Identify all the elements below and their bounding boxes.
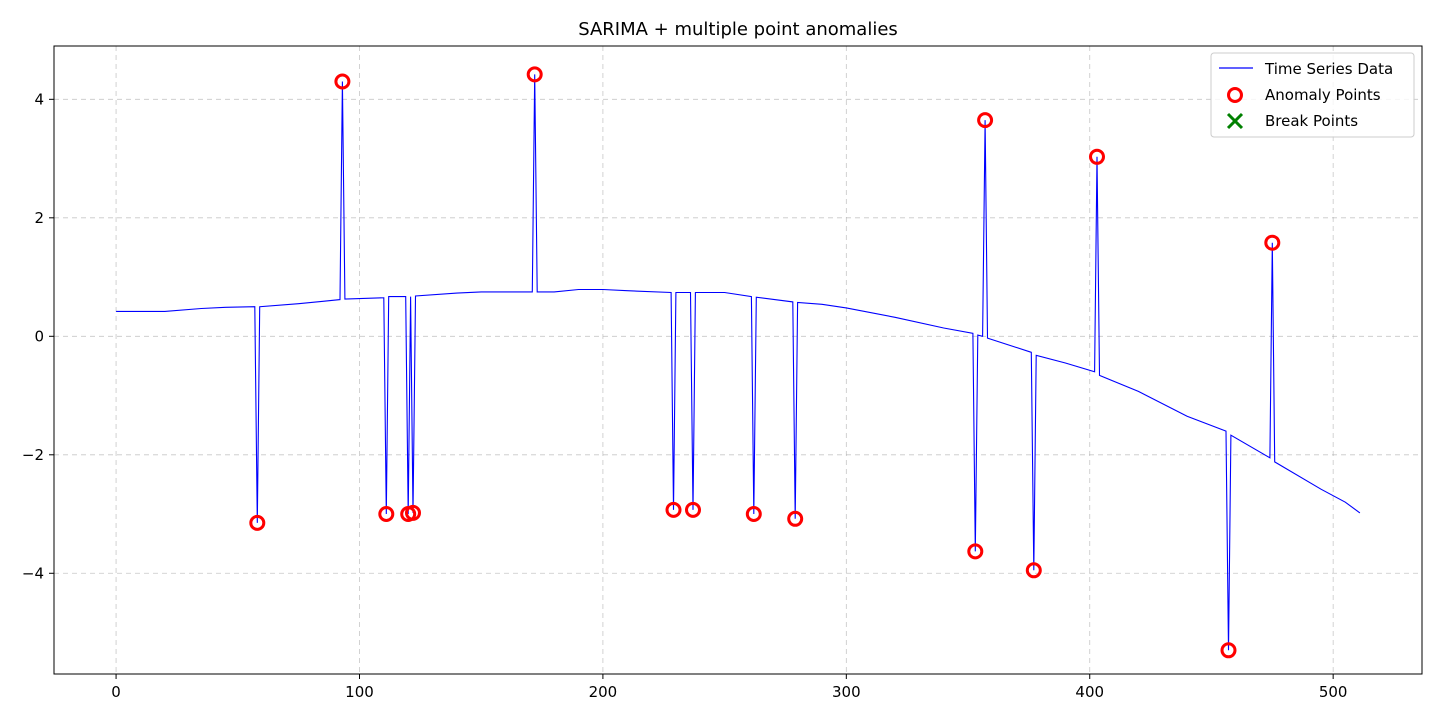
anomaly-point xyxy=(1220,642,1237,659)
anomaly-point xyxy=(1089,148,1105,165)
plot-frame xyxy=(53,45,1423,675)
x-tick-label: 500 xyxy=(1319,683,1348,701)
legend-label-time-series: Time Series Data xyxy=(1264,60,1393,78)
anomaly-point xyxy=(378,506,395,522)
y-tick-label: 0 xyxy=(34,327,44,345)
legend-break-swatch xyxy=(1226,112,1244,130)
time-series-line xyxy=(116,74,1361,651)
anomaly-point xyxy=(967,543,984,560)
anomaly-point xyxy=(1025,562,1042,579)
anomaly-point xyxy=(977,112,994,129)
x-tick-label: 0 xyxy=(111,683,121,701)
legend: Time Series Data Anomaly Points Break Po… xyxy=(1210,52,1415,138)
anomaly-point xyxy=(526,66,543,83)
anomaly-point xyxy=(787,510,804,527)
series-time-series-data xyxy=(116,74,1361,651)
anomaly-point xyxy=(1264,234,1281,251)
x-tick-label: 300 xyxy=(832,683,861,701)
legend-label-anomaly: Anomaly Points xyxy=(1265,86,1381,104)
legend-label-break: Break Points xyxy=(1265,112,1358,130)
anomaly-point xyxy=(685,501,701,518)
x-tick-label: 400 xyxy=(1075,683,1104,701)
series-anomaly-points xyxy=(249,66,1281,659)
x-axis: 0 100 200 300 400 500 xyxy=(111,674,1347,701)
y-tick-label: −2 xyxy=(22,446,44,464)
anomaly-point xyxy=(249,514,266,531)
chart-title: SARIMA + multiple point anomalies xyxy=(578,19,898,40)
anomaly-point xyxy=(665,501,682,518)
legend-box xyxy=(1210,52,1415,138)
anomaly-point xyxy=(745,506,762,522)
grid xyxy=(54,46,1422,674)
legend-anomaly-swatch xyxy=(1227,87,1243,103)
x-tick-label: 200 xyxy=(589,683,618,701)
anomaly-point xyxy=(334,73,351,90)
y-tick-label: 4 xyxy=(34,90,44,108)
x-tick-label: 100 xyxy=(345,683,374,701)
y-tick-label: −4 xyxy=(22,564,44,582)
y-tick-label: 2 xyxy=(34,209,44,227)
y-axis: −4 −2 0 2 4 xyxy=(22,90,54,582)
anomaly-point xyxy=(405,504,421,521)
